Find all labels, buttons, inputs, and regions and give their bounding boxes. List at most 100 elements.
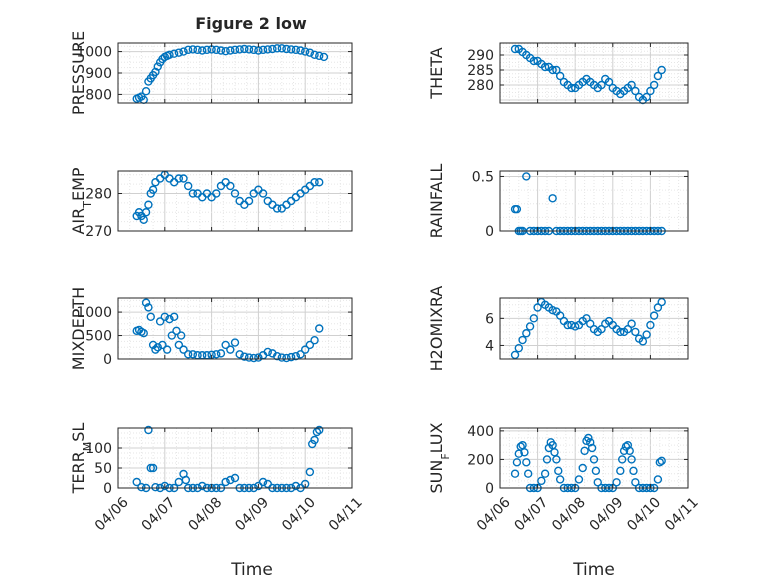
data-point xyxy=(510,350,520,360)
data-point xyxy=(212,189,221,198)
x-tick-label: 04/07 xyxy=(512,494,552,534)
data-point xyxy=(235,350,244,359)
data-point xyxy=(657,456,666,466)
data-point xyxy=(139,215,148,224)
axes-box xyxy=(499,42,689,104)
data-point xyxy=(155,317,165,326)
data-point xyxy=(518,440,527,450)
data-point xyxy=(158,340,167,350)
data-point xyxy=(235,45,244,54)
data-point xyxy=(165,314,174,324)
data-point xyxy=(305,48,315,57)
data-point xyxy=(591,466,601,476)
data-point xyxy=(586,438,595,447)
data-point xyxy=(277,353,286,362)
data-point xyxy=(151,483,160,492)
data-point xyxy=(272,351,282,361)
data-point xyxy=(649,311,659,320)
data-point xyxy=(655,458,664,467)
data-point xyxy=(657,297,666,307)
y-tick-label: 800 xyxy=(85,87,112,103)
y-tick-label: 400 xyxy=(467,424,494,440)
data-point xyxy=(567,83,576,93)
data-point xyxy=(153,62,162,71)
data-point xyxy=(230,189,240,198)
data-point xyxy=(226,345,235,354)
data-point xyxy=(169,49,179,58)
data-point xyxy=(552,65,561,75)
data-point xyxy=(282,44,291,54)
data-point xyxy=(625,446,634,456)
data-point xyxy=(623,324,633,334)
data-point xyxy=(258,45,268,55)
data-point xyxy=(240,44,249,54)
data-point xyxy=(518,335,527,345)
axes-box xyxy=(117,297,353,360)
data-point xyxy=(315,51,324,61)
data-point xyxy=(597,324,606,334)
x-tick-label: 04/08 xyxy=(549,494,589,534)
data-point xyxy=(183,350,193,359)
data-point xyxy=(649,80,659,90)
data-point xyxy=(653,475,663,484)
x-tick-label: 04/09 xyxy=(587,494,627,534)
data-point xyxy=(512,458,522,467)
data-point xyxy=(514,343,523,353)
data-point xyxy=(193,45,202,55)
data-point xyxy=(619,446,629,456)
data-point xyxy=(525,322,535,331)
data-point xyxy=(244,196,254,206)
data-point xyxy=(258,189,268,198)
data-point xyxy=(597,80,606,90)
y-tick-label: 50 xyxy=(94,461,112,477)
data-point xyxy=(548,65,557,75)
x-tick-label: 04/11 xyxy=(326,494,366,534)
data-point xyxy=(146,463,155,473)
data-point xyxy=(146,312,155,321)
data-point xyxy=(580,446,589,456)
data-point xyxy=(183,181,193,191)
data-point xyxy=(249,353,258,363)
data-point xyxy=(657,65,666,75)
data-point xyxy=(268,44,277,54)
data-point xyxy=(286,45,296,54)
data-point xyxy=(524,469,533,478)
y-axis-label: TERRMSL xyxy=(69,423,94,495)
data-point xyxy=(263,45,272,54)
data-point xyxy=(212,350,221,359)
data-point xyxy=(172,326,181,336)
data-point xyxy=(235,196,244,206)
data-point xyxy=(315,425,324,435)
data-point xyxy=(542,455,552,464)
data-point xyxy=(212,45,221,55)
data-point xyxy=(618,455,627,464)
data-point xyxy=(144,303,153,312)
subplot-7: 0 50 100 04/06 04/07 04/08 04/09 04/10 04/11 TERR… xyxy=(69,423,366,535)
data-point xyxy=(221,477,230,487)
data-point xyxy=(291,45,301,55)
axes-box xyxy=(117,170,353,232)
axes-box xyxy=(499,427,689,489)
data-point xyxy=(244,353,254,362)
data-point xyxy=(165,174,174,183)
data-point xyxy=(291,481,301,491)
data-point xyxy=(301,345,310,354)
data-point xyxy=(540,62,550,72)
data-point xyxy=(148,185,158,194)
data-point xyxy=(616,466,625,476)
data-point xyxy=(226,46,235,55)
y-tick-label: 0 xyxy=(103,481,112,497)
data-point xyxy=(563,320,572,330)
data-point xyxy=(612,478,621,487)
data-point xyxy=(165,50,174,59)
axes-box xyxy=(499,170,689,232)
data-point xyxy=(296,350,305,359)
data-point xyxy=(653,303,663,312)
x-tick-label: 04/11 xyxy=(662,494,702,534)
data-point xyxy=(642,92,651,102)
data-point xyxy=(221,46,230,56)
data-point xyxy=(522,172,531,181)
